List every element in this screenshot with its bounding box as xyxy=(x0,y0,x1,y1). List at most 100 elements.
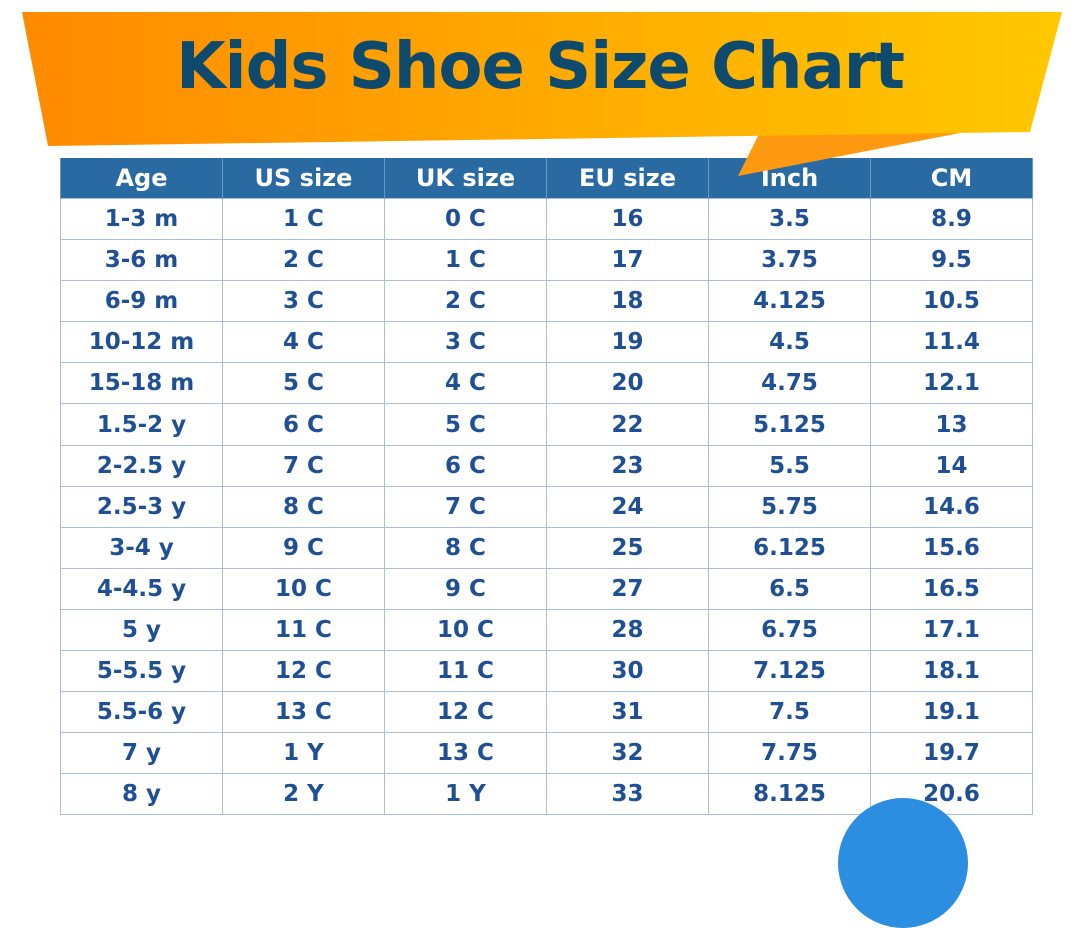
banner-tail xyxy=(738,132,965,176)
table-cell: 7.75 xyxy=(708,732,871,775)
table-cell: 19.1 xyxy=(870,691,1033,734)
table-cell: 2 Y xyxy=(222,773,385,816)
column-header: US size xyxy=(222,158,385,199)
table-row: 5.5-6 y 13 C 12 C 31 7.5 19.1 xyxy=(60,691,1033,734)
table-cell: 3.5 xyxy=(708,197,871,241)
table-cell: 6 C xyxy=(384,444,547,487)
table-cell: 7.5 xyxy=(708,691,871,734)
table-cell: 19 xyxy=(546,321,709,364)
table-cell: 11.4 xyxy=(870,321,1033,364)
table-cell: 3 C xyxy=(384,321,547,364)
table-cell: 2.5-3 y xyxy=(60,485,223,528)
table-cell: 9 C xyxy=(384,567,547,610)
table-cell: 18 xyxy=(546,280,709,323)
table-cell: 1 C xyxy=(222,197,385,241)
table-cell: 20 xyxy=(546,362,709,405)
column-header: Age xyxy=(60,158,223,199)
table-cell: 16.5 xyxy=(870,567,1033,610)
table-cell: 5.125 xyxy=(708,403,871,446)
table-cell: 5.5-6 y xyxy=(60,691,223,734)
column-header: EU size xyxy=(546,158,709,199)
table-cell: 3-6 m xyxy=(60,239,223,282)
table-cell: 11 C xyxy=(384,650,547,693)
table-cell: 1 Y xyxy=(222,732,385,775)
table-cell: 7 C xyxy=(222,444,385,487)
table-cell: 10 C xyxy=(222,567,385,610)
table-cell: 8 C xyxy=(384,526,547,569)
column-header: CM xyxy=(870,158,1033,199)
table-cell: 30 xyxy=(546,650,709,693)
table-cell: 7 y xyxy=(60,732,223,775)
table-cell: 4 C xyxy=(222,321,385,364)
table-cell: 5-5.5 y xyxy=(60,650,223,693)
table-cell: 17 xyxy=(546,239,709,282)
table-cell: 6 C xyxy=(222,403,385,446)
banner-ribbon xyxy=(22,12,1062,146)
table-cell: 33 xyxy=(546,773,709,816)
table-cell: 3-4 y xyxy=(60,526,223,569)
table-cell: 10-12 m xyxy=(60,321,223,364)
table-cell: 0 C xyxy=(384,197,547,241)
table-cell: 4.125 xyxy=(708,280,871,323)
table-cell: 15.6 xyxy=(870,526,1033,569)
table-cell: 28 xyxy=(546,608,709,652)
table-cell: 4.75 xyxy=(708,362,871,405)
table-cell: 16 xyxy=(546,197,709,241)
table-cell: 27 xyxy=(546,567,709,610)
table-cell: 5.75 xyxy=(708,485,871,528)
table-cell: 12 C xyxy=(222,650,385,693)
table-cell: 4 C xyxy=(384,362,547,405)
table-cell: 4.5 xyxy=(708,321,871,364)
table-cell: 7 C xyxy=(384,485,547,528)
table-cell: 12.1 xyxy=(870,362,1033,405)
page-title: Kids Shoe Size Chart xyxy=(176,30,905,104)
table-cell: 6.5 xyxy=(708,567,871,610)
table-cell: 10 C xyxy=(384,608,547,652)
table-cell: 3 C xyxy=(222,280,385,323)
table-cell: 24 xyxy=(546,485,709,528)
table-cell: 5 C xyxy=(222,362,385,405)
table-cell: 2 C xyxy=(384,280,547,323)
table-cell: 20.6 xyxy=(870,773,1033,816)
table-cell: 22 xyxy=(546,403,709,446)
table-cell: 25 xyxy=(546,526,709,569)
decorative-circle xyxy=(838,798,968,928)
column-header: UK size xyxy=(384,158,547,199)
table-cell: 10.5 xyxy=(870,280,1033,323)
title-banner xyxy=(22,12,1062,176)
table-cell: 17.1 xyxy=(870,608,1033,652)
table-cell: 14 xyxy=(870,444,1033,487)
table-cell: 23 xyxy=(546,444,709,487)
table-row: 5 y 11 C 10 C 28 6.75 17.1 xyxy=(60,608,1033,652)
table-cell: 13 C xyxy=(222,691,385,734)
table-cell: 1.5-2 y xyxy=(60,403,223,446)
table-cell: 1 Y xyxy=(384,773,547,816)
table-cell: 18.1 xyxy=(870,650,1033,693)
table-cell: 8 y xyxy=(60,773,223,816)
table-cell: 31 xyxy=(546,691,709,734)
table-cell: 6.125 xyxy=(708,526,871,569)
table-cell: 6-9 m xyxy=(60,280,223,323)
table-cell: 3.75 xyxy=(708,239,871,282)
table-cell: 32 xyxy=(546,732,709,775)
table-cell: 2-2.5 y xyxy=(60,444,223,487)
table-cell: 15-18 m xyxy=(60,362,223,405)
table-cell: 13 xyxy=(870,403,1033,446)
table-row: 5-5.5 y 12 C 11 C 30 7.125 18.1 xyxy=(60,650,1033,693)
table-cell: 8.9 xyxy=(870,197,1033,241)
table-cell: 13 C xyxy=(384,732,547,775)
table-cell: 7.125 xyxy=(708,650,871,693)
table-cell: 9 C xyxy=(222,526,385,569)
table-cell: 1 C xyxy=(384,239,547,282)
